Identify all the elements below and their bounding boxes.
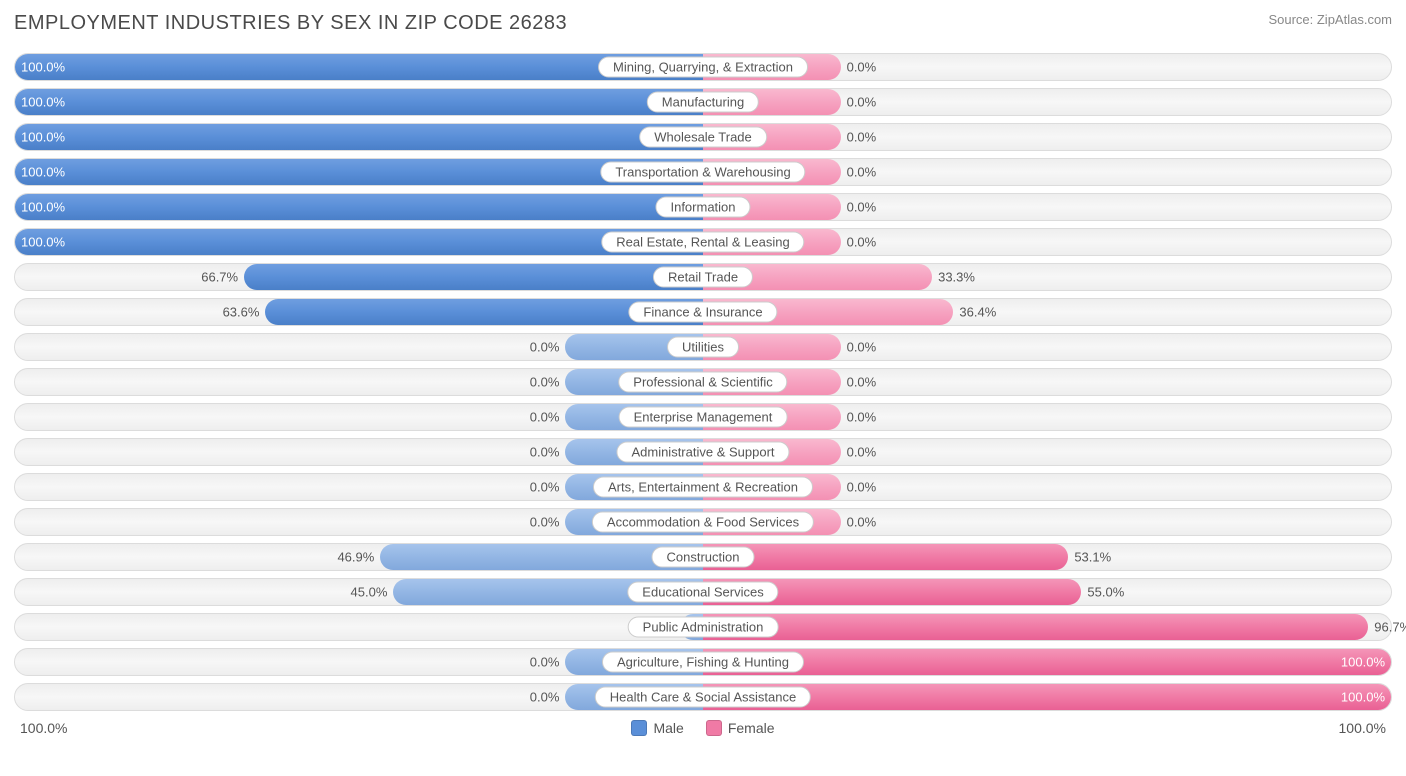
bar-female: 100.0% — [703, 649, 1391, 675]
bar-male: 100.0% — [15, 229, 703, 255]
chart-row: 0.0% 0.0% Arts, Entertainment & Recreation — [14, 473, 1392, 501]
chart-row: 63.6% 36.4% Finance & Insurance — [14, 298, 1392, 326]
value-female: 100.0% — [1341, 655, 1385, 670]
category-label: Construction — [652, 547, 755, 568]
chart-header: EMPLOYMENT INDUSTRIES BY SEX IN ZIP CODE… — [14, 12, 1392, 35]
chart-row: 0.0% 0.0% Accommodation & Food Services — [14, 508, 1392, 536]
chart-row: 100.0% 0.0% Real Estate, Rental & Leasing — [14, 228, 1392, 256]
value-male: 0.0% — [530, 340, 560, 355]
bar-female — [703, 544, 1068, 570]
value-female: 0.0% — [847, 515, 877, 530]
value-female: 0.0% — [847, 445, 877, 460]
value-male: 0.0% — [530, 375, 560, 390]
value-male: 0.0% — [530, 515, 560, 530]
chart-row: 100.0% 0.0% Transportation & Warehousing — [14, 158, 1392, 186]
value-female: 33.3% — [938, 270, 975, 285]
legend-swatch-male — [631, 720, 647, 736]
value-male: 0.0% — [530, 690, 560, 705]
category-label: Retail Trade — [653, 267, 753, 288]
category-label: Manufacturing — [647, 92, 759, 113]
category-label: Enterprise Management — [619, 407, 788, 428]
category-label: Finance & Insurance — [628, 302, 777, 323]
value-male: 63.6% — [223, 305, 260, 320]
chart-source: Source: ZipAtlas.com — [1268, 12, 1392, 27]
value-male: 0.0% — [530, 410, 560, 425]
axis-left-label: 100.0% — [20, 720, 67, 736]
chart-row: 0.0% 100.0% Agriculture, Fishing & Hunting — [14, 648, 1392, 676]
category-label: Public Administration — [628, 617, 779, 638]
bar-female — [703, 614, 1368, 640]
value-female: 0.0% — [847, 235, 877, 250]
category-label: Mining, Quarrying, & Extraction — [598, 57, 808, 78]
bar-male: 100.0% — [15, 194, 703, 220]
value-male: 100.0% — [21, 200, 65, 215]
chart-row: 100.0% 0.0% Wholesale Trade — [14, 123, 1392, 151]
chart-row: 45.0% 55.0% Educational Services — [14, 578, 1392, 606]
value-female: 0.0% — [847, 340, 877, 355]
category-label: Transportation & Warehousing — [600, 162, 805, 183]
value-male: 0.0% — [530, 480, 560, 495]
bar-male: 100.0% — [15, 124, 703, 150]
value-male: 46.9% — [337, 550, 374, 565]
chart-row: 0.0% 0.0% Utilities — [14, 333, 1392, 361]
legend-label-male: Male — [653, 720, 683, 736]
bar-male — [244, 264, 703, 290]
category-label: Real Estate, Rental & Leasing — [601, 232, 804, 253]
chart-row: 66.7% 33.3% Retail Trade — [14, 263, 1392, 291]
category-label: Administrative & Support — [616, 442, 789, 463]
chart-row: 0.0% 100.0% Health Care & Social Assistanc… — [14, 683, 1392, 711]
value-female: 0.0% — [847, 165, 877, 180]
chart-row: 0.0% 0.0% Enterprise Management — [14, 403, 1392, 431]
category-label: Accommodation & Food Services — [592, 512, 814, 533]
value-female: 0.0% — [847, 480, 877, 495]
value-male: 100.0% — [21, 235, 65, 250]
legend-swatch-female — [706, 720, 722, 736]
category-label: Educational Services — [627, 582, 778, 603]
chart-row: 46.9% 53.1% Construction — [14, 543, 1392, 571]
category-label: Utilities — [667, 337, 739, 358]
bar-male: 100.0% — [15, 89, 703, 115]
value-female: 36.4% — [959, 305, 996, 320]
category-label: Health Care & Social Assistance — [595, 687, 811, 708]
legend-item-female: Female — [706, 720, 775, 736]
value-male: 0.0% — [530, 445, 560, 460]
axis-right-label: 100.0% — [1339, 720, 1386, 736]
chart-row: 100.0% 0.0% Manufacturing — [14, 88, 1392, 116]
value-female: 0.0% — [847, 410, 877, 425]
value-male: 100.0% — [21, 60, 65, 75]
chart-row: 3.3%96.7%Public Administration — [14, 613, 1392, 641]
value-male: 100.0% — [21, 165, 65, 180]
value-female: 96.7% — [1374, 620, 1406, 635]
chart-row: 100.0% 0.0% Information — [14, 193, 1392, 221]
chart-row: 100.0% 0.0% Mining, Quarrying, & Extractio… — [14, 53, 1392, 81]
value-male: 0.0% — [530, 655, 560, 670]
value-female: 55.0% — [1087, 585, 1124, 600]
value-male: 100.0% — [21, 95, 65, 110]
value-female: 0.0% — [847, 130, 877, 145]
category-label: Agriculture, Fishing & Hunting — [602, 652, 804, 673]
value-female: 0.0% — [847, 60, 877, 75]
chart-row: 0.0% 0.0% Administrative & Support — [14, 438, 1392, 466]
value-male: 66.7% — [201, 270, 238, 285]
chart-title: EMPLOYMENT INDUSTRIES BY SEX IN ZIP CODE… — [14, 12, 567, 35]
chart-footer: 100.0% Male Female 100.0% — [14, 718, 1392, 736]
value-female: 0.0% — [847, 95, 877, 110]
category-label: Professional & Scientific — [618, 372, 787, 393]
value-male: 45.0% — [351, 585, 388, 600]
category-label: Wholesale Trade — [639, 127, 767, 148]
value-female: 100.0% — [1341, 690, 1385, 705]
legend-label-female: Female — [728, 720, 775, 736]
value-female: 0.0% — [847, 200, 877, 215]
value-male: 100.0% — [21, 130, 65, 145]
value-female: 53.1% — [1074, 550, 1111, 565]
value-female: 0.0% — [847, 375, 877, 390]
chart-row: 0.0% 0.0% Professional & Scientific — [14, 368, 1392, 396]
legend-item-male: Male — [631, 720, 683, 736]
category-label: Arts, Entertainment & Recreation — [593, 477, 813, 498]
legend: Male Female — [631, 720, 774, 736]
category-label: Information — [655, 197, 750, 218]
chart-area: 100.0% 0.0% Mining, Quarrying, & Extractio… — [14, 53, 1392, 711]
